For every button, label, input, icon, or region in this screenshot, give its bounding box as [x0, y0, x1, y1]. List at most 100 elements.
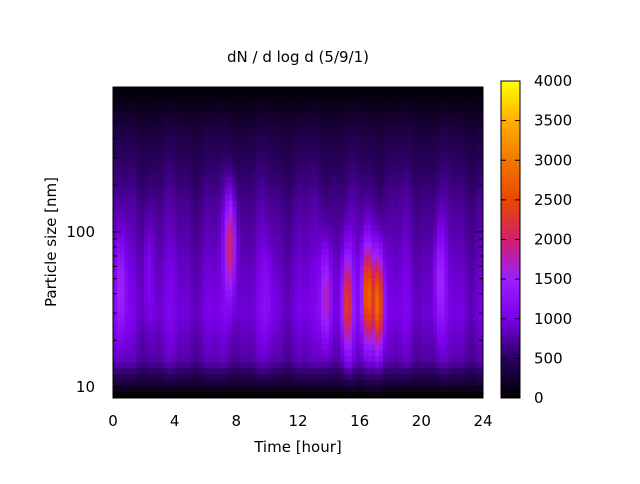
- heatmap-cell: [221, 260, 225, 267]
- heatmap-cell: [186, 123, 190, 130]
- heatmap-cell: [468, 356, 472, 363]
- heatmap-cell: [425, 111, 429, 118]
- heatmap-cell: [290, 159, 294, 166]
- heatmap-cell: [379, 302, 383, 309]
- heatmap-cell: [414, 159, 418, 166]
- heatmap-cell: [175, 159, 179, 166]
- heatmap-cell: [128, 237, 132, 244]
- heatmap-cell: [167, 290, 171, 297]
- heatmap-cell: [444, 338, 448, 345]
- heatmap-cell: [321, 225, 325, 232]
- heatmap-cell: [433, 195, 437, 202]
- heatmap-cell: [448, 99, 452, 106]
- heatmap-cell: [464, 380, 468, 387]
- heatmap-cell: [190, 93, 194, 100]
- heatmap-cell: [275, 326, 279, 333]
- heatmap-cell: [159, 213, 163, 220]
- heatmap-cell: [117, 219, 121, 226]
- heatmap-cell: [333, 111, 337, 118]
- heatmap-cell: [333, 386, 337, 393]
- heatmap-cell: [186, 266, 190, 273]
- heatmap-cell: [371, 380, 375, 387]
- heatmap-cell: [229, 362, 233, 369]
- heatmap-cell: [167, 278, 171, 285]
- heatmap-cell: [163, 368, 167, 375]
- heatmap-cell: [209, 362, 213, 369]
- heatmap-cell: [348, 141, 352, 148]
- heatmap-cell: [425, 123, 429, 130]
- heatmap-cell: [344, 171, 348, 178]
- heatmap-cell: [406, 296, 410, 303]
- heatmap-cell: [313, 129, 317, 136]
- heatmap-cell: [425, 225, 429, 232]
- heatmap-cell: [475, 195, 479, 202]
- heatmap-cell: [448, 105, 452, 112]
- heatmap-cell: [448, 248, 452, 255]
- heatmap-cell: [286, 111, 290, 118]
- heatmap-cell: [471, 159, 475, 166]
- heatmap-cell: [402, 225, 406, 232]
- heatmap-cell: [475, 177, 479, 184]
- heatmap-cell: [263, 165, 267, 172]
- heatmap-cell: [468, 308, 472, 315]
- heatmap-cell: [410, 320, 414, 327]
- heatmap-cell: [452, 153, 456, 160]
- heatmap-cell: [375, 99, 379, 106]
- heatmap-cell: [468, 332, 472, 339]
- heatmap-cell: [417, 362, 421, 369]
- heatmap-cell: [406, 141, 410, 148]
- heatmap-cell: [325, 278, 329, 285]
- heatmap-cell: [383, 290, 387, 297]
- heatmap-cell: [417, 296, 421, 303]
- heatmap-cell: [263, 207, 267, 214]
- heatmap-cell: [391, 99, 395, 106]
- heatmap-cell: [163, 362, 167, 369]
- heatmap-cell: [259, 243, 263, 250]
- heatmap-cell: [225, 308, 229, 315]
- heatmap-cell: [283, 368, 287, 375]
- heatmap-cell: [248, 272, 252, 279]
- heatmap-cell: [325, 320, 329, 327]
- heatmap-cell: [152, 266, 156, 273]
- heatmap-cell: [302, 111, 306, 118]
- heatmap-cell: [456, 386, 460, 393]
- heatmap-cell: [475, 243, 479, 250]
- heatmap-cell: [179, 213, 183, 220]
- heatmap-cell: [460, 219, 464, 226]
- heatmap-cell: [190, 207, 194, 214]
- heatmap-cell: [202, 302, 206, 309]
- heatmap-cell: [290, 320, 294, 327]
- heatmap-cell: [263, 141, 267, 148]
- heatmap-cell: [271, 380, 275, 387]
- heatmap-cell: [348, 195, 352, 202]
- heatmap-cell: [452, 117, 456, 124]
- heatmap-cell: [302, 344, 306, 351]
- heatmap-cell: [337, 368, 341, 375]
- heatmap-cell: [186, 284, 190, 291]
- heatmap-cell: [248, 260, 252, 267]
- heatmap-cell: [125, 320, 129, 327]
- heatmap-cell: [221, 237, 225, 244]
- heatmap-cell: [259, 260, 263, 267]
- heatmap-cell: [348, 350, 352, 357]
- heatmap-cell: [298, 320, 302, 327]
- heatmap-cell: [152, 314, 156, 321]
- heatmap-cell: [394, 237, 398, 244]
- heatmap-cell: [194, 129, 198, 136]
- heatmap-cell: [448, 326, 452, 333]
- heatmap-cell: [259, 201, 263, 208]
- heatmap-cell: [356, 350, 360, 357]
- heatmap-cell: [286, 380, 290, 387]
- heatmap-cell: [248, 117, 252, 124]
- heatmap-cell: [271, 165, 275, 172]
- heatmap-cell: [333, 350, 337, 357]
- heatmap-cell: [471, 225, 475, 232]
- heatmap-cell: [128, 231, 132, 238]
- heatmap-cell: [140, 213, 144, 220]
- heatmap-cell: [194, 147, 198, 154]
- heatmap-cell: [175, 87, 179, 94]
- heatmap-cell: [225, 386, 229, 393]
- heatmap-cell: [352, 207, 356, 214]
- heatmap-cell: [310, 129, 314, 136]
- heatmap-cell: [313, 117, 317, 124]
